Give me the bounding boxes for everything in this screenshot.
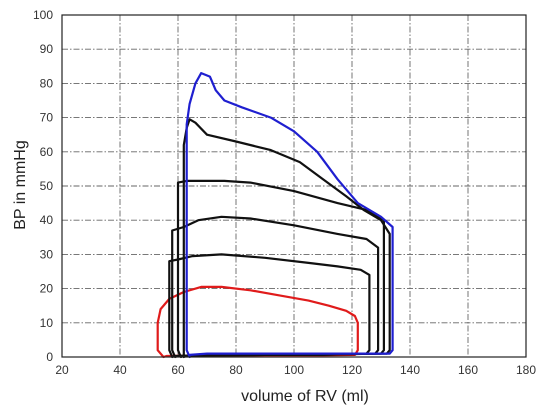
y-tick-label: 10 [40,316,54,330]
x-tick-label: 180 [516,363,536,377]
x-tick-label: 60 [171,363,185,377]
y-tick-label: 100 [33,8,53,22]
x-tick-label: 40 [113,363,127,377]
x-tick-label: 80 [229,363,243,377]
plot-frame [61,14,527,358]
x-axis-label: volume of RV (ml) [241,388,369,405]
y-tick-label: 50 [40,179,54,193]
pv-loop-6 [185,72,394,359]
x-tick-label: 100 [284,363,304,377]
y-tick-label: 70 [40,111,54,125]
x-tick-label: 140 [400,363,420,377]
grid [62,15,526,357]
y-tick-label: 40 [40,213,54,227]
y-tick-label: 60 [40,145,54,159]
y-tick-label: 90 [40,42,54,56]
x-tick-labels: 20 40 60 80 100 120 140 160 180 [55,363,536,377]
x-tick-label: 20 [55,363,69,377]
y-tick-label: 0 [46,350,53,364]
y-tick-label: 30 [40,247,54,261]
y-tick-label: 80 [40,76,54,90]
y-axis-label: BP in mmHg [12,140,29,230]
x-tick-label: 120 [342,363,362,377]
x-tick-label: 160 [458,363,478,377]
plot-series [156,72,394,359]
y-tick-label: 20 [40,282,54,296]
y-tick-labels: 0 10 20 30 40 50 60 70 80 90 100 [33,8,53,364]
